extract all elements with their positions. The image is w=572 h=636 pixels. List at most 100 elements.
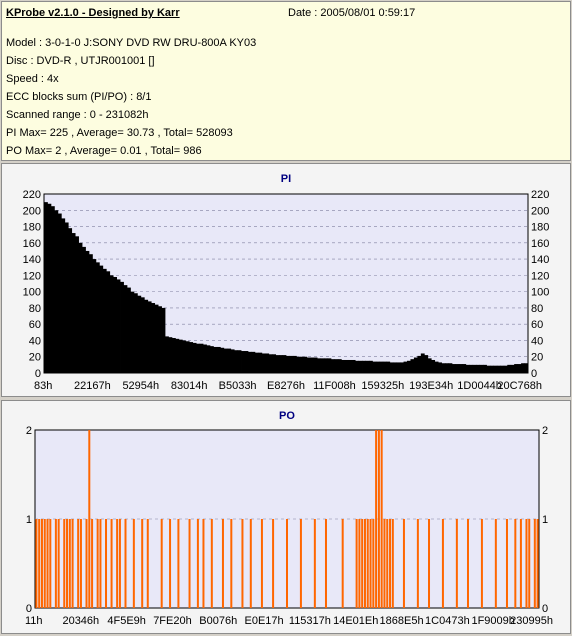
pi-xtick: E8276h [267,380,305,392]
pi-bar [182,340,187,373]
pi-bar [258,352,263,373]
po-ytick-left: 0 [26,603,32,615]
pi-bar [95,262,100,373]
po-bar [260,519,263,608]
pi-bar [407,360,411,373]
pi-xtick: 83014h [171,380,208,392]
pi-ytick-left: 80 [29,303,41,315]
pi-bar [71,233,76,373]
pi-ytick-right: 160 [531,238,549,250]
po-bar [38,519,41,608]
pi-ytick-right: 220 [531,189,549,201]
po-bar [141,519,144,608]
po-bar [428,519,431,608]
scan-date: Date : 2005/08/01 0:59:17 [288,7,416,19]
po-bar [241,519,244,608]
pi-bar [230,349,235,373]
pi-bar [441,363,446,373]
pi-bar [192,342,197,373]
pi-bar [78,242,83,373]
pi-bar [320,358,325,373]
pi-bar [465,364,470,373]
po-bar [105,519,108,608]
pi-bar [123,285,128,373]
po-bar [416,519,419,608]
info-panel: KProbe v2.1.0 - Designed by Karr Date : … [1,1,571,161]
pi-ytick-left: 0 [35,368,41,380]
po-bar [372,519,375,608]
pi-ytick-right: 120 [531,270,549,282]
pi-ytick-left: 180 [23,222,41,234]
pi-xtick: 11F008h [313,380,356,392]
pi-bar [113,276,117,373]
pi-bar [241,351,245,373]
pi-bar [64,222,69,373]
po-bar [221,519,224,608]
pi-bar [282,355,287,373]
pi-bar [130,291,135,373]
pi-bar [209,346,214,373]
pi-bar [272,354,277,373]
po-xtick: 14E01Eh [333,615,378,627]
pi-bar [57,213,62,373]
pi-bar [469,364,474,373]
pi-bar [265,353,270,373]
pi-ytick-right: 140 [531,254,549,266]
pi-bar [137,295,142,373]
pi-bar [102,268,107,373]
po-bar [369,519,372,608]
pi-xtick: 1D0044h [457,380,502,392]
pi-bar [47,203,52,373]
pi-xtick: 159325h [361,380,404,392]
info-disc: Disc : DVD-R , UTJR001001 [] [6,55,155,67]
po-bar [43,519,46,608]
po-bar [466,519,469,608]
po-bar [210,519,213,608]
pi-bar [337,359,342,373]
pi-bar [251,351,256,373]
po-bar [361,519,364,608]
pi-bar [213,346,218,373]
po-bar [299,519,302,608]
pi-bar [50,206,55,373]
pi-bar [476,364,480,373]
po-bar [528,519,531,608]
po-bar [49,519,52,608]
pi-ytick-left: 100 [23,287,41,299]
pi-bar [358,360,363,373]
po-chart-title: PO [279,410,295,422]
po-bar [68,519,71,608]
po-bar [286,519,288,608]
po-bar [355,519,358,608]
pi-bar [382,361,387,373]
po-xtick: 1868E5h [380,615,424,627]
po-xtick: 7FE20h [153,615,192,627]
pi-ytick-right: 40 [531,335,543,347]
pi-bar [165,336,169,373]
pi-bar [424,355,429,373]
pi-bar [54,210,59,373]
pi-bar [500,365,505,373]
po-bar [358,519,361,608]
po-bar [116,519,119,608]
pi-bar [431,359,436,373]
po-bar [375,430,378,608]
pi-bar [413,357,418,373]
pi-bar [44,202,48,373]
pi-bar [171,338,176,373]
po-bar [391,519,394,608]
po-bar [79,519,82,608]
info-range: Scanned range : 0 - 231082h [6,109,149,121]
pi-chart-title: PI [281,173,291,185]
pi-bar [61,218,66,373]
po-bar [35,519,38,608]
pi-bar [324,358,328,373]
po-bar [324,519,327,608]
pi-bar [438,362,442,373]
po-bar [66,519,69,608]
pi-bar [417,355,422,373]
pi-bar [514,364,519,373]
po-bar [88,430,91,608]
pi-xtick: 52954h [122,380,159,392]
po-chart-panel: PO 0 0 1 1 2 2 11h 20346h 4F5E9h 7FE20h B0076h E0E17… [1,400,571,634]
